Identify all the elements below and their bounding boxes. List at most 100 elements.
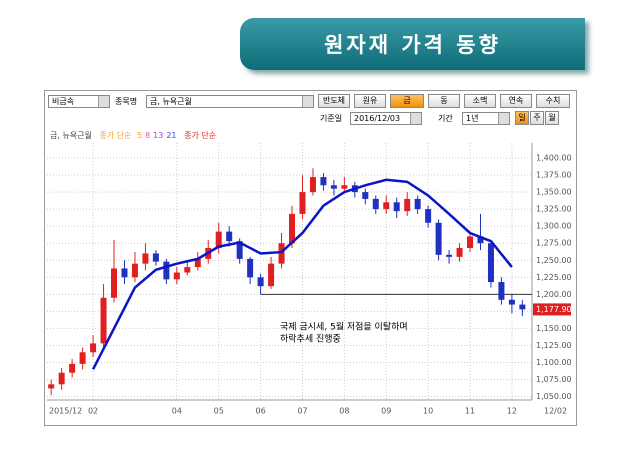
toolbar-button[interactable]: 원유 [354, 94, 386, 108]
last-price-box [533, 303, 571, 316]
toolbar-button[interactable]: 반도체 [318, 94, 350, 108]
x-tick-label: 07 [297, 407, 307, 416]
legend-period: 21 [166, 131, 177, 140]
candle-body [100, 297, 107, 344]
period-button[interactable]: 일 [515, 111, 529, 125]
candle-body [425, 209, 432, 223]
legend-ma2: 종가 단순 [184, 131, 217, 140]
y-tick-label: 1,250.00 [536, 256, 572, 265]
x-tick-label: 05 [214, 407, 224, 416]
candle-body [456, 247, 463, 257]
x-tick-label: 04 [172, 407, 182, 416]
candle-body [414, 198, 421, 210]
toolbar-button[interactable]: 연속 [500, 94, 532, 108]
candle-body [372, 198, 379, 210]
candle-body [299, 192, 306, 214]
candle-body [362, 192, 369, 199]
period-select[interactable]: 1년 [462, 112, 510, 125]
candle-body [226, 231, 233, 242]
candle-body [383, 202, 390, 210]
candle-body [152, 253, 159, 262]
x-end-label: 12/02 [544, 407, 567, 416]
moving-average [91, 178, 513, 370]
candle-body [184, 267, 191, 273]
candle-body [404, 198, 411, 212]
candle-body [446, 254, 453, 257]
candle-body [90, 343, 97, 353]
legend-period: 8 [145, 131, 151, 140]
item-label: 종목명 [115, 97, 138, 106]
candle-body [278, 243, 285, 264]
candle-body [320, 177, 327, 186]
x-tick-label: 10 [423, 407, 433, 416]
candle-body [247, 258, 254, 278]
candle-body [48, 384, 55, 389]
candle-body [477, 236, 484, 244]
y-tick-label: 1,300.00 [536, 222, 572, 231]
candle-body [467, 236, 474, 248]
candle-body [341, 185, 348, 189]
candle-body [194, 258, 201, 268]
y-tick-label: 1,075.00 [536, 375, 572, 384]
toolbar-button[interactable]: 소맥 [464, 94, 496, 108]
candle-body [58, 372, 65, 385]
candle-body [111, 268, 118, 298]
market-select[interactable]: 비금속 [48, 95, 110, 108]
x-tick-label: 11 [465, 407, 475, 416]
candle-body [236, 241, 243, 259]
y-tick-label: 1,200.00 [536, 290, 572, 299]
toolbar-button[interactable]: 금 [390, 94, 424, 108]
toolbar-button[interactable]: 동 [428, 94, 460, 108]
legend-item: 금, 뉴욕근월 [50, 131, 92, 140]
annotation: 국제 금시세, 5월 저점을 이탈하며 [280, 321, 408, 333]
candle-body [435, 222, 442, 255]
legend: 금, 뉴욕근월 종가 단순 5 8 13 21 종가 단순 [50, 129, 216, 142]
date-label: 기준일 [320, 114, 343, 123]
candle-body [330, 185, 337, 189]
period-label: 기간 [438, 114, 453, 123]
y-tick-label: 1,350.00 [536, 188, 572, 197]
item-select[interactable]: 금, 뉴욕근월 [146, 95, 314, 108]
annotation: 하락추세 진행중 [280, 333, 341, 345]
candle-body [215, 231, 222, 248]
candle-body [257, 277, 264, 287]
candle-body [121, 268, 128, 278]
y-tick-label: 1,150.00 [536, 324, 572, 333]
x-tick-label: 06 [256, 407, 266, 416]
candle-body [69, 363, 76, 373]
y-tick-label: 1,125.00 [536, 341, 572, 350]
legend-period: 5 [136, 131, 143, 140]
x-tick-label: 12 [507, 407, 517, 416]
candle-body [487, 243, 494, 283]
candle-body [393, 202, 400, 212]
y-tick-label: 1,225.00 [536, 273, 572, 282]
candle-body [508, 299, 515, 305]
candle-body [79, 352, 86, 364]
candle-body [142, 253, 149, 264]
x-tick-label: 02 [88, 407, 98, 416]
period-button[interactable]: 월 [545, 111, 559, 125]
legend-ma: 종가 단순 [99, 131, 132, 140]
x-tick-label: 2015/12 [49, 407, 82, 416]
y-tick-label: 1,375.00 [536, 171, 572, 180]
x-tick-label: 08 [339, 407, 349, 416]
candle-body [268, 263, 275, 287]
legend-periods: 5 8 13 21 [134, 131, 177, 140]
x-tick-label: 09 [381, 407, 391, 416]
last-price-label: 1,177.90 [536, 305, 572, 314]
candle-body [163, 261, 170, 280]
toolbar-button[interactable]: 수치 [536, 94, 570, 108]
y-tick-label: 1,050.00 [536, 392, 572, 401]
period-button[interactable]: 주 [530, 111, 544, 125]
title-banner: 원자재 가격 동향 [240, 18, 585, 70]
candle-body [519, 304, 526, 310]
date-input[interactable]: 2016/12/03 [350, 112, 422, 125]
candle-body [309, 177, 316, 193]
y-tick-label: 1,400.00 [536, 153, 572, 162]
legend-period: 13 [153, 131, 164, 140]
candle-body [498, 282, 505, 300]
candle-body [131, 263, 138, 278]
candle-body [289, 213, 296, 244]
y-tick-label: 1,100.00 [536, 358, 572, 367]
